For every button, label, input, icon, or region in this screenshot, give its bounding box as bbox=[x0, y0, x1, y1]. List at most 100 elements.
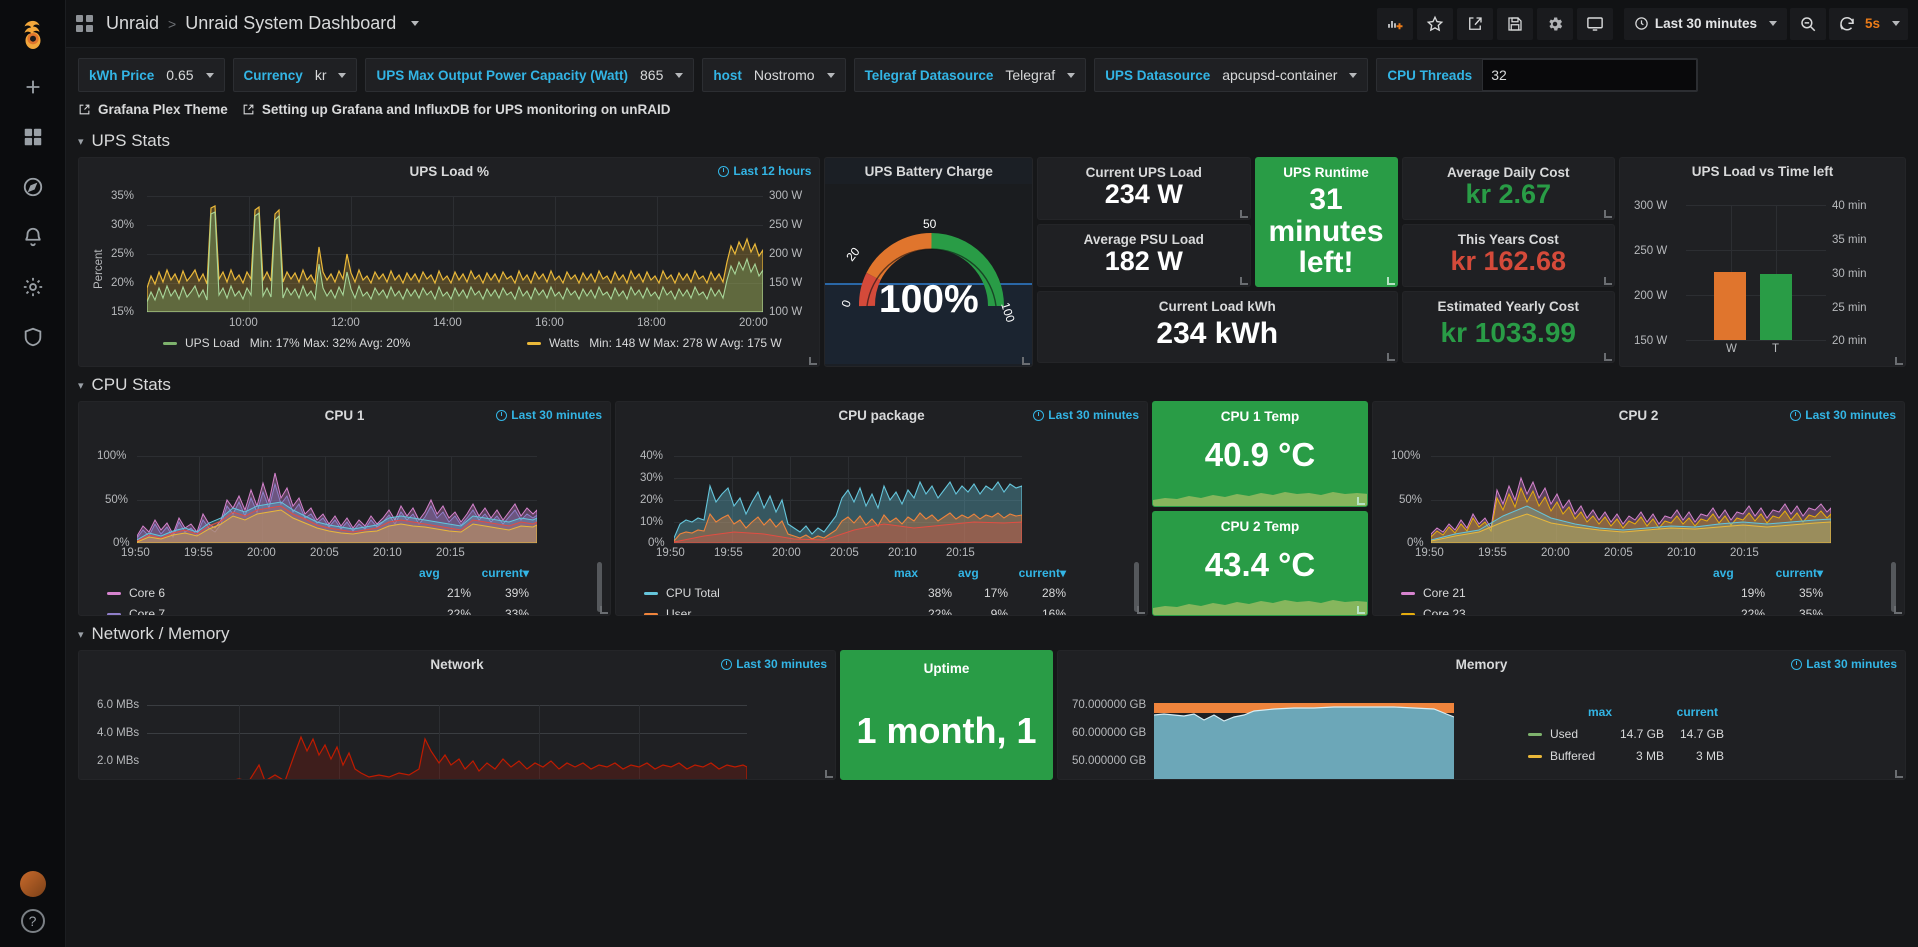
dashboard-settings-button[interactable] bbox=[1536, 7, 1573, 40]
variable-ups-max-output-power-capacity[interactable]: UPS Max Output Power Capacity (Watt) 865 bbox=[365, 58, 695, 92]
panel-resize-handle[interactable] bbox=[1239, 277, 1248, 285]
grafana-logo-icon[interactable] bbox=[0, 6, 66, 62]
legend-scrollbar[interactable] bbox=[1134, 562, 1139, 612]
variable-cpu-threads[interactable]: CPU Threads 32 bbox=[1376, 58, 1699, 92]
panel-resize-handle[interactable] bbox=[1386, 277, 1395, 285]
row-header-cpu-stats[interactable]: ▾ CPU Stats bbox=[66, 367, 1918, 401]
sidebar-item-create[interactable] bbox=[0, 62, 66, 112]
dashboard-link-grafana-plex-theme[interactable]: Grafana Plex Theme bbox=[78, 102, 228, 117]
refresh-icon[interactable] bbox=[1834, 8, 1860, 40]
panel-resize-handle[interactable] bbox=[600, 606, 608, 614]
variable-value[interactable]: Telegraf bbox=[1003, 67, 1085, 83]
save-dashboard-button[interactable] bbox=[1496, 7, 1533, 40]
panel-resize-handle[interactable] bbox=[1604, 210, 1612, 218]
variable-host[interactable]: host Nostromo bbox=[702, 58, 846, 92]
help-icon[interactable]: ? bbox=[20, 909, 45, 933]
panel-time-range[interactable]: Last 30 minutes bbox=[721, 657, 827, 671]
breadcrumb-folder[interactable]: Unraid bbox=[106, 13, 160, 33]
panel-estimated-yearly-cost: Estimated Yearly Cost kr 1033.99 bbox=[1401, 291, 1615, 363]
panel-title: CPU package bbox=[838, 407, 925, 423]
variable-value[interactable]: 865 bbox=[638, 67, 693, 83]
legend-col-max[interactable]: max bbox=[1588, 705, 1613, 719]
legend-col-current[interactable]: current▾ bbox=[1018, 566, 1066, 580]
panel-average-daily-cost: Average Daily Cost kr 2.67 bbox=[1401, 157, 1615, 220]
legend-item-used[interactable]: Used 14.7 GB 14.7 GB bbox=[1528, 727, 1724, 741]
panel-time-range[interactable]: Last 30 minutes bbox=[1791, 657, 1897, 671]
panel-resize-handle[interactable] bbox=[1604, 277, 1612, 285]
legend-item-cpu-total[interactable]: CPU Total 38% 17% 28% bbox=[644, 586, 1066, 600]
sidebar-item-server-admin[interactable] bbox=[0, 312, 66, 362]
mark-favorite-button[interactable] bbox=[1416, 7, 1453, 40]
legend-item-watts[interactable]: Watts Min: 148 W Max: 278 W Avg: 175 W bbox=[527, 336, 782, 350]
legend-item-ups-load[interactable]: UPS Load Min: 17% Max: 32% Avg: 20% bbox=[163, 336, 410, 350]
row-header-network-memory[interactable]: ▾ Network / Memory bbox=[66, 616, 1918, 650]
legend-item-core21[interactable]: Core 21 19% 35% bbox=[1401, 586, 1823, 600]
user-avatar[interactable] bbox=[19, 871, 46, 897]
legend-item-core7[interactable]: Core 7 22% 33% bbox=[107, 607, 529, 615]
legend-col-current[interactable]: current▾ bbox=[481, 566, 529, 580]
dashboard-breadcrumb-icon[interactable] bbox=[76, 15, 93, 32]
panel-resize-handle[interactable] bbox=[1357, 606, 1365, 614]
chevron-down-icon[interactable] bbox=[411, 21, 420, 26]
sidebar-item-explore[interactable] bbox=[0, 162, 66, 212]
legend-header[interactable]: avg current▾ bbox=[1713, 566, 1823, 580]
panel-resize-handle[interactable] bbox=[1604, 353, 1612, 361]
variable-telegraf-datasource[interactable]: Telegraf Datasource Telegraf bbox=[853, 58, 1087, 92]
legend-header[interactable]: max current bbox=[1588, 705, 1718, 719]
panel-resize-handle[interactable] bbox=[1137, 606, 1145, 614]
panel-resize-handle[interactable] bbox=[1357, 497, 1365, 505]
legend-header[interactable]: max avg current▾ bbox=[894, 566, 1066, 580]
dashboard-link-ups-monitoring-guide[interactable]: Setting up Grafana and InfluxDB for UPS … bbox=[242, 102, 671, 117]
share-dashboard-button[interactable] bbox=[1456, 7, 1493, 40]
legend-col-current[interactable]: current▾ bbox=[1775, 566, 1823, 580]
sidebar-item-configuration[interactable] bbox=[0, 262, 66, 312]
legend-header[interactable]: avg current▾ bbox=[419, 566, 529, 580]
refresh-picker[interactable]: 5s bbox=[1828, 7, 1908, 40]
sidebar-item-alerting[interactable] bbox=[0, 212, 66, 262]
legend-item-buffered[interactable]: Buffered 3 MB 3 MB bbox=[1528, 749, 1724, 763]
time-range-picker[interactable]: Last 30 minutes bbox=[1623, 7, 1787, 40]
variable-value[interactable]: 0.65 bbox=[164, 67, 223, 83]
panel-time-range[interactable]: Last 12 hours bbox=[718, 164, 811, 178]
y-tick: 20% bbox=[111, 277, 135, 289]
cpu-threads-input[interactable]: 32 bbox=[1482, 59, 1698, 91]
panel-time-range[interactable]: Last 30 minutes bbox=[1790, 408, 1896, 422]
sidebar-item-dashboards[interactable] bbox=[0, 112, 66, 162]
legend-col-avg[interactable]: avg bbox=[1713, 566, 1734, 580]
legend-item-core23[interactable]: Core 23 22% 35% bbox=[1401, 607, 1823, 615]
legend-item-user[interactable]: User 22% 9% 16% bbox=[644, 607, 1066, 615]
row-header-ups-stats[interactable]: ▾ UPS Stats bbox=[66, 123, 1918, 157]
panel-resize-handle[interactable] bbox=[1894, 606, 1902, 614]
panel-time-range[interactable]: Last 30 minutes bbox=[1033, 408, 1139, 422]
legend-col-current[interactable]: current bbox=[1676, 705, 1718, 719]
variable-ups-datasource[interactable]: UPS Datasource apcupsd-container bbox=[1094, 58, 1369, 92]
load-vs-time-chart: 300 W 250 W 200 W 150 W 40 min 35 min 30… bbox=[1620, 184, 1905, 364]
legend-col-avg[interactable]: avg bbox=[957, 566, 979, 580]
panel-resize-handle[interactable] bbox=[1022, 357, 1031, 365]
panel-resize-handle[interactable] bbox=[1239, 210, 1248, 218]
ups-stat-column-1: Current UPS Load 234 W Average PSU Load … bbox=[1037, 157, 1398, 367]
panel-time-range[interactable]: Last 30 minutes bbox=[496, 408, 602, 422]
zoom-out-time-range-button[interactable] bbox=[1789, 7, 1826, 40]
variable-currency[interactable]: Currency kr bbox=[232, 58, 358, 92]
legend-col-max[interactable]: max bbox=[894, 566, 919, 580]
legend-color-swatch bbox=[644, 612, 658, 615]
panel-resize-handle[interactable] bbox=[825, 770, 833, 778]
legend-scrollbar[interactable] bbox=[1891, 562, 1896, 612]
variable-value[interactable]: kr bbox=[313, 67, 357, 83]
panel-resize-handle[interactable] bbox=[1895, 357, 1903, 365]
panel-resize-handle[interactable] bbox=[1386, 353, 1395, 361]
variable-kwh-price[interactable]: kWh Price 0.65 bbox=[78, 58, 225, 92]
panel-resize-handle[interactable] bbox=[809, 357, 818, 365]
tv-mode-button[interactable] bbox=[1576, 7, 1613, 40]
page-title[interactable]: Unraid System Dashboard bbox=[185, 13, 397, 33]
legend-col-avg[interactable]: avg bbox=[419, 566, 440, 580]
legend-item-core6[interactable]: Core 6 21% 39% bbox=[107, 586, 529, 600]
chevron-down-icon[interactable] bbox=[1892, 21, 1900, 26]
variable-value[interactable]: apcupsd-container bbox=[1220, 67, 1367, 83]
x-tick: 20:10 bbox=[1667, 547, 1696, 559]
add-panel-button[interactable] bbox=[1376, 7, 1413, 40]
panel-resize-handle[interactable] bbox=[1895, 770, 1903, 778]
legend-scrollbar[interactable] bbox=[597, 562, 602, 612]
variable-value[interactable]: Nostromo bbox=[752, 67, 845, 83]
